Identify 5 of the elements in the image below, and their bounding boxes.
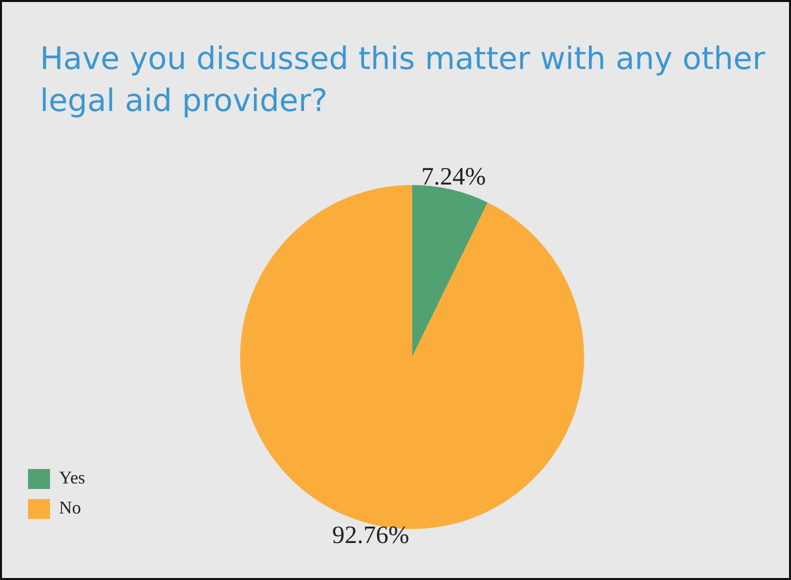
data-label: 92.76% — [332, 522, 410, 549]
data-label: 7.24% — [421, 163, 486, 190]
legend-label: Yes — [59, 468, 86, 488]
chart-title: Have you discussed this matter with any other legal aid provider? — [40, 40, 766, 121]
legend-label: No — [59, 498, 81, 518]
